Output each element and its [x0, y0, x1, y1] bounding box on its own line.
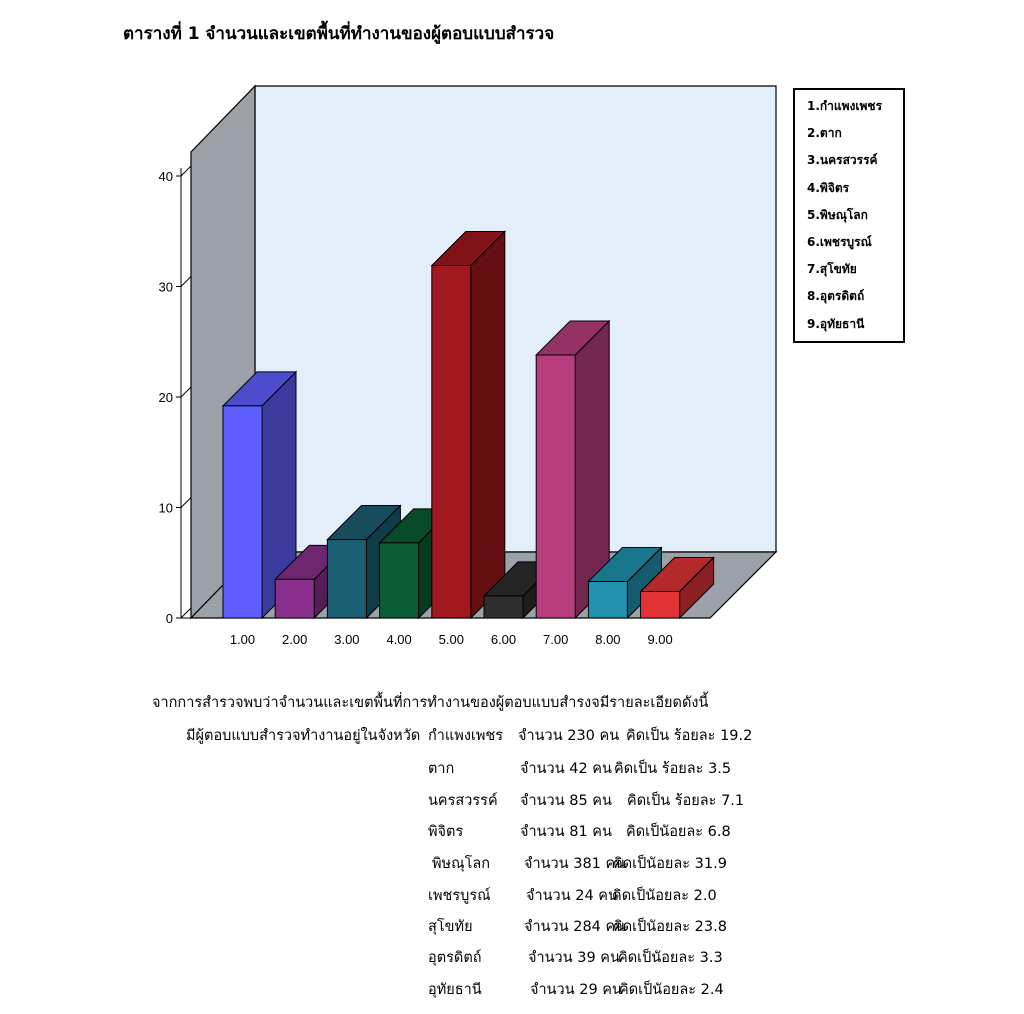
bar	[587, 581, 628, 619]
x-tick-label: 2.00	[282, 632, 307, 647]
summary-province: อุทัยธานี	[428, 982, 482, 998]
summary-percent: คิดเป็นัอยละ 31.9	[613, 856, 727, 872]
x-tick-label: 8.00	[595, 632, 620, 647]
y-tick-depth	[180, 386, 192, 398]
summary-count: จำนวน 24 คน	[526, 888, 618, 904]
bar	[640, 590, 681, 619]
summary-province: ตาก	[428, 761, 455, 777]
y-tick-depth	[180, 497, 192, 508]
legend-item: 9.อุทัยธานี	[807, 316, 865, 331]
y-tick-label: 20	[159, 390, 173, 405]
summary-province: พิจิตร	[428, 824, 464, 840]
x-tick-label: 5.00	[439, 632, 464, 647]
y-tick-depth	[180, 607, 192, 619]
x-tick-label: 4.00	[386, 632, 411, 647]
y-tick-label: 30	[159, 280, 173, 295]
chart-legend: 1.กำแพงเพชร 2.ตาก 3.นครสวรรค์ 4.พิจิตร 5…	[793, 88, 905, 343]
summary-count: จำนวน 29 คน	[530, 982, 622, 998]
x-tick-label: 6.00	[491, 632, 516, 647]
bar	[535, 354, 576, 619]
summary-percent: คิดเป็นัอยละ 23.8	[613, 919, 727, 935]
chart-back-wall	[254, 85, 777, 553]
y-tick-label: 40	[159, 169, 173, 184]
summary-province: เพชรบูรณ์	[428, 888, 491, 904]
bar	[274, 578, 315, 619]
summary-province: นครสวรรค์	[428, 793, 498, 809]
bar-chart-3d: 0 10 20 30 40 1.00 2.00 3.00 4.00 5.00 6.00 7.00 8.0…	[159, 84, 778, 647]
y-tick-label: 10	[159, 501, 173, 516]
summary-province: พิษณุโลก	[432, 856, 491, 872]
summary-province: กำแพงเพชร	[428, 728, 504, 744]
x-tick-label: 3.00	[334, 632, 359, 647]
bar	[326, 539, 367, 619]
summary-count: จำนวน 39 คน	[528, 950, 620, 966]
legend-item: 1.กำแพงเพชร	[807, 99, 883, 113]
summary-percent: คิดเป็น ร้อยละ 3.5	[614, 761, 732, 777]
bar	[379, 542, 420, 619]
bar	[483, 595, 524, 619]
legend-item: 8.อุตรดิตถ์	[807, 289, 865, 304]
summary-percent: คิดเป็นัอยละ 2.0	[612, 888, 717, 904]
y-tick-depth	[180, 276, 192, 287]
y-tick-label: 0	[166, 611, 173, 626]
summary-count: จำนวน 381 คน	[524, 856, 626, 872]
summary-percent: คิดเป็น ร้อยละ 19.2	[626, 728, 753, 744]
summary-percent: คิดเป็นัอยละ 2.4	[619, 982, 724, 998]
legend-item: 6.เพชรบูรณ์	[807, 234, 872, 249]
summary-count: จำนวน 284 คน	[524, 919, 626, 935]
summary-intro: จากการสำรวจพบว่าจำนวนและเขตพื้นที่การทำง…	[152, 695, 709, 711]
bar-side	[470, 230, 506, 620]
summary-count: จำนวน 81 คน	[520, 824, 612, 840]
summary-lead: มีผู้ตอบแบบสำรวจทำงานอยู่ในจังหวัด	[186, 728, 421, 744]
legend-item: 2.ตาก	[807, 126, 842, 141]
summary-count: จำนวน 42 คน	[520, 761, 612, 777]
bar	[431, 265, 472, 619]
x-tick-label: 9.00	[647, 632, 672, 647]
summary-province: อุตรดิตถ์	[428, 950, 482, 966]
summary-province: สุโขทัย	[428, 919, 473, 935]
summary-percent: คิดเป็น ร้อยละ 7.1	[627, 793, 745, 809]
x-tick-label: 7.00	[543, 632, 568, 647]
summary-count: จำนวน 230 คน	[518, 728, 620, 744]
legend-item: 7.สุโขทัย	[807, 262, 857, 277]
legend-item: 5.พิษณุโลก	[807, 207, 868, 222]
x-tick-label: 1.00	[230, 632, 255, 647]
legend-item: 3.นครสวรรค์	[807, 153, 878, 168]
bar	[222, 405, 263, 619]
y-tick-depth	[180, 165, 192, 177]
legend-item: 4.พิจิตร	[807, 180, 850, 195]
summary-percent: คิดเป็นัอยละ 6.8	[626, 824, 731, 840]
page-title: ตารางที่ 1 จำนวนและเขตพื้นที่ทำงานของผู้…	[123, 24, 555, 44]
summary-percent: คิดเป็นัอยละ 3.3	[618, 950, 723, 966]
summary-count: จำนวน 85 คน	[520, 793, 612, 809]
